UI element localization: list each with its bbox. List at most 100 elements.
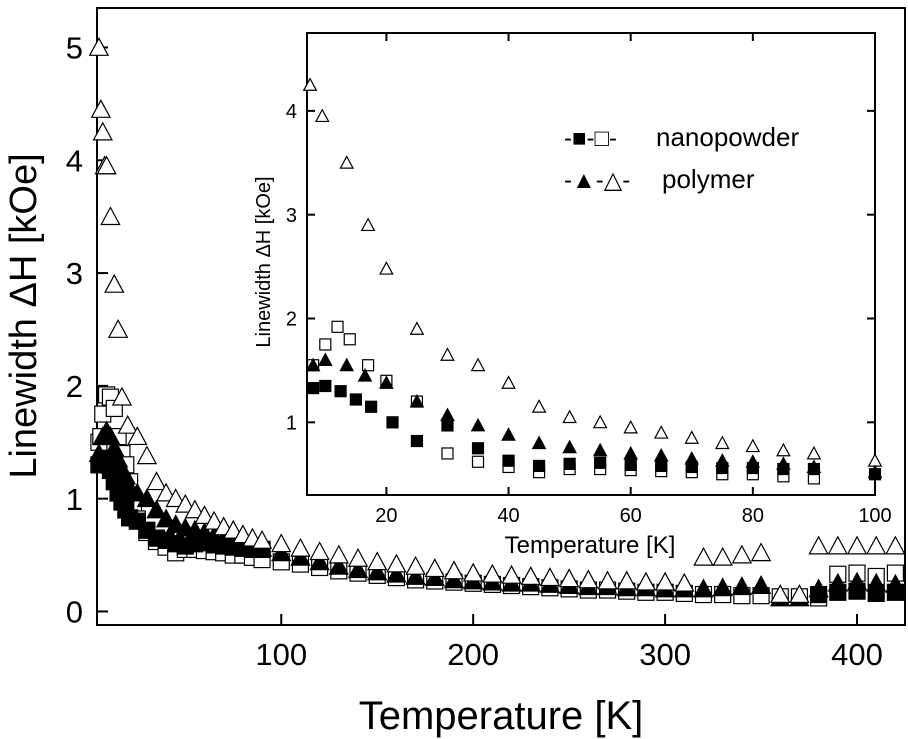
inset-point-square-filled [502,454,515,467]
inset-point-square-filled [349,393,362,406]
inset-point-triangle-open [531,399,547,413]
legend-prefix-polymer: -▲-△- [564,167,630,194]
main-data-points [88,37,906,607]
main-point-triangle-open [731,544,753,564]
inset-point-square-filled [655,459,668,473]
main-y-tick-label: 5 [66,31,83,66]
main-point-triangle-open [117,414,138,434]
main-point-triangle-filled [693,578,714,598]
inset-point-triangle-open [684,430,700,444]
main-point-triangle-open [808,535,829,555]
main-point-triangle-open [520,566,541,585]
inset-point-triangle-filled [470,417,486,432]
main-series-triangle-open [88,37,906,603]
inset-point-square-open [331,320,344,333]
main-point-triangle-open [386,553,407,573]
main-point-triangle-filled [808,578,829,598]
inset-point-triangle-filled [623,445,639,460]
main-point-triangle-open [328,544,350,564]
main-point-triangle-open [194,505,215,525]
main-point-triangle-filled [386,563,407,583]
inset-point-triangle-open [653,425,669,439]
inset-background [307,33,875,495]
inset-point-triangle-filled [776,456,791,470]
inset-point-triangle-filled [867,464,883,479]
main-x-ticks: 100 200 300 400 [255,614,883,672]
main-point-triangle-open [104,273,125,293]
inset-point-triangle-open [745,438,761,453]
inset-point-triangle-open [470,357,486,372]
main-point-triangle-filled [136,488,158,508]
inset-point-triangle-filled [357,368,373,382]
legend-entry-nanopowder: -■-□- nanopowder [564,122,799,152]
inset-y-tick-label: 3 [286,205,297,227]
inset-x-tick-label: 80 [742,505,764,527]
inset-y-tick-label: 4 [286,101,297,123]
inset-point-square-filled [386,416,399,429]
main-point-triangle-open [597,570,618,590]
inset-point-triangle-filled [806,459,822,473]
inset-series-triangle-open [302,77,883,467]
inset-point-square-filled [471,442,485,455]
main-point-triangle-filled [347,559,369,579]
main-x-tick-label: 200 [447,637,499,672]
main-point-triangle-open [693,546,714,566]
main-y-axis-title: Linewidth ΔH [kOe] [3,153,45,478]
main-point-triangle-open [866,535,887,555]
inset-point-triangle-open [360,217,376,232]
main-x-tick-label: 100 [255,637,307,672]
inset-point-triangle-filled [317,352,333,367]
inset-point-square-open [441,447,454,460]
main-x-tick-label: 400 [831,637,883,672]
main-point-triangle-open [462,562,484,582]
main-point-triangle-filled [155,508,177,528]
main-point-triangle-open [146,471,167,491]
main-point-triangle-open [654,571,676,591]
inset-point-square-open [319,338,332,351]
main-point-triangle-open [136,445,158,465]
inset-point-triangle-open [314,108,330,123]
inset-point-square-filled [307,381,320,395]
main-point-triangle-open [309,541,330,561]
inset-point-triangle-open [379,261,394,275]
inset-plot: 20 40 60 80 100 1 2 3 4 Temperature [K] Linewid… [253,32,892,559]
main-point-triangle-open [712,546,733,566]
inset-y-ticks: 1 2 3 4 [286,101,875,435]
inset-x-axis-title: Temperature [K] [505,532,676,559]
main-point-triangle-open [155,482,177,502]
main-y-ticks: 0 1 2 3 4 5 [66,31,108,630]
inset-point-triangle-filled [562,439,577,454]
main-x-tick-label: 300 [639,637,691,672]
inset-point-triangle-filled [745,454,761,468]
main-point-triangle-filled [367,561,388,581]
inset-y-tick-label: 2 [286,309,297,331]
main-point-triangle-filled [827,572,849,592]
inset-point-triangle-filled [379,375,394,389]
main-point-triangle-open [501,564,522,584]
inset-point-triangle-open [339,155,355,169]
main-point-triangle-filled [146,499,167,519]
inset-point-triangle-filled [653,447,669,462]
main-point-triangle-open [827,535,849,555]
main-point-triangle-open [203,510,225,530]
main-plot: 100 200 300 400 0 1 2 3 4 5 Temperature [K] Line… [3,7,906,738]
inset-point-triangle-open [409,321,425,335]
inset-point-triangle-open [623,419,639,434]
legend-prefix-nanopowder: -■-□- [564,125,617,152]
main-y-tick-label: 2 [66,369,83,404]
inset-x-tick-label: 20 [375,505,397,527]
legend-label-polymer: polymer [662,164,755,194]
inset-point-triangle-open [806,445,822,460]
inset-series-triangle-filled [305,352,883,479]
inset-point-triangle-open [562,409,577,424]
main-point-triangle-open [92,121,113,141]
inset-point-square-filled [410,434,424,448]
main-point-triangle-open [347,547,369,567]
main-point-triangle-open [96,155,117,175]
main-point-triangle-open [100,206,121,226]
main-point-triangle-open [635,571,657,591]
inset-point-square-filled [441,419,454,432]
inset-x-ticks: 20 40 60 80 100 [375,33,892,527]
main-plot-frame [96,7,906,626]
